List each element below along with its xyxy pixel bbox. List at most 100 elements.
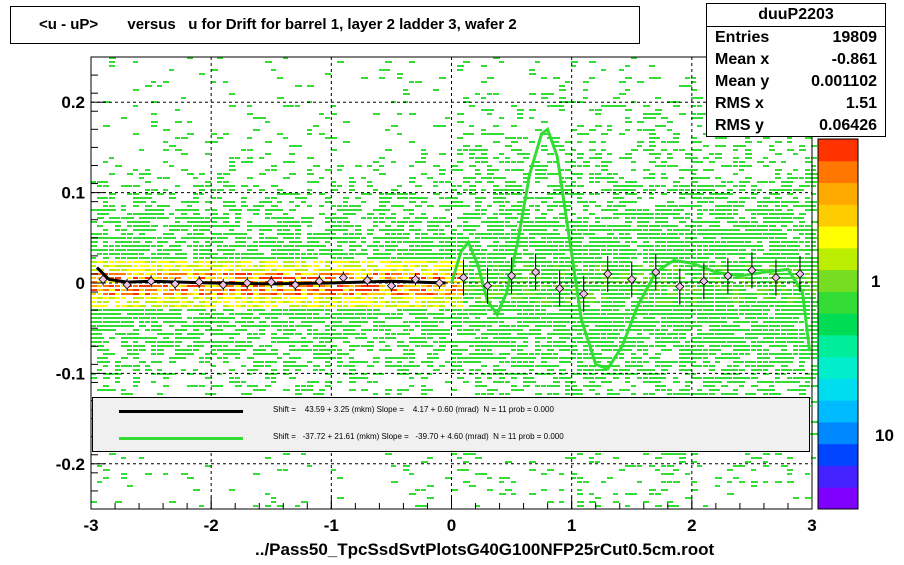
heatmap-cell (685, 153, 691, 155)
heatmap-cell (163, 273, 169, 275)
heatmap-cell (211, 293, 218, 295)
heatmap-cell (397, 269, 404, 271)
heatmap-cell (115, 221, 121, 223)
heatmap-cell (391, 357, 397, 359)
heatmap-cell (133, 349, 138, 351)
heatmap-cell (523, 209, 530, 211)
heatmap-cell (625, 193, 631, 195)
heatmap-cell (469, 177, 476, 179)
heatmap-cell (571, 337, 578, 339)
heatmap-cell (577, 337, 583, 339)
heatmap-cell (553, 137, 560, 139)
heatmap-cell (331, 345, 337, 347)
heatmap-cell (457, 201, 463, 203)
heatmap-cell (391, 249, 396, 251)
heatmap-cell (571, 389, 578, 391)
heatmap-cell (379, 349, 385, 351)
heatmap-cell (181, 473, 188, 475)
heatmap-cell (139, 201, 146, 203)
heatmap-cell (493, 193, 498, 195)
heatmap-cell (133, 353, 139, 355)
heatmap-cell (289, 285, 294, 287)
heatmap-cell (595, 337, 600, 339)
heatmap-cell (445, 317, 451, 319)
heatmap-cell (145, 313, 152, 315)
heatmap-cell (199, 317, 206, 319)
heatmap-cell (703, 189, 710, 191)
heatmap-cell (601, 281, 608, 283)
heatmap-cell (307, 257, 314, 259)
heatmap-cell (697, 253, 702, 255)
heatmap-cell (379, 297, 384, 299)
heatmap-cell (139, 273, 144, 275)
heatmap-cell (655, 361, 661, 363)
heatmap-cell (559, 253, 565, 255)
heatmap-cell (613, 289, 618, 291)
heatmap-cell (457, 69, 463, 71)
heatmap-cell (637, 221, 643, 223)
heatmap-cell (691, 393, 698, 395)
heatmap-cell (709, 329, 716, 331)
heatmap-cell (97, 305, 104, 307)
heatmap-cell (505, 217, 512, 219)
heatmap-cell (595, 325, 601, 327)
heatmap-cell (457, 293, 464, 295)
heatmap-cell (655, 333, 662, 335)
heatmap-cell (691, 481, 697, 483)
heatmap-cell (145, 329, 150, 331)
heatmap-cell (427, 313, 434, 315)
heatmap-cell (175, 253, 182, 255)
heatmap-cell (247, 309, 252, 311)
heatmap-cell (259, 173, 266, 175)
heatmap-cell (133, 345, 139, 347)
heatmap-cell (91, 293, 96, 295)
heatmap-cell (535, 373, 542, 375)
heatmap-cell (661, 117, 668, 119)
heatmap-cell (361, 333, 366, 335)
heatmap-cell (655, 389, 660, 391)
heatmap-cell (655, 377, 661, 379)
heatmap-cell (439, 153, 446, 155)
heatmap-cell (595, 245, 601, 247)
heatmap-cell (637, 269, 644, 271)
heatmap-cell (319, 305, 324, 307)
heatmap-cell (457, 273, 464, 275)
heatmap-cell (205, 297, 210, 299)
heatmap-cell (601, 229, 608, 231)
heatmap-cell (499, 297, 506, 299)
heatmap-cell (115, 257, 120, 259)
heatmap-cell (205, 245, 211, 247)
heatmap-cell (583, 289, 588, 291)
heatmap-cell (697, 313, 704, 315)
heatmap-cell (493, 341, 498, 343)
heatmap-cell (565, 249, 570, 251)
heatmap-cell (565, 221, 572, 223)
heatmap-cell (223, 173, 230, 175)
heatmap-cell (319, 205, 324, 207)
heatmap-cell (349, 249, 356, 251)
heatmap-cell (541, 145, 547, 147)
heatmap-cell (145, 289, 152, 291)
heatmap-cell (337, 185, 342, 187)
heatmap-cell (103, 317, 110, 319)
heatmap-cell (625, 153, 632, 155)
heatmap-cell (661, 453, 667, 455)
heatmap-cell (499, 281, 506, 283)
heatmap-cell (133, 305, 139, 307)
heatmap-cell (481, 189, 486, 191)
heatmap-cell (271, 497, 276, 499)
heatmap-cell (661, 177, 668, 179)
heatmap-cell (253, 277, 260, 279)
heatmap-cell (439, 309, 444, 311)
heatmap-cell (493, 233, 499, 235)
heatmap-cell (103, 365, 108, 367)
heatmap-cell (721, 137, 727, 139)
heatmap-cell (625, 269, 630, 271)
heatmap-cell (457, 365, 462, 367)
heatmap-cell (697, 269, 704, 271)
heatmap-cell (109, 373, 116, 375)
heatmap-cell (709, 281, 715, 283)
heatmap-cell (343, 373, 348, 375)
heatmap-cell (421, 213, 426, 215)
heatmap-cell (553, 265, 560, 267)
